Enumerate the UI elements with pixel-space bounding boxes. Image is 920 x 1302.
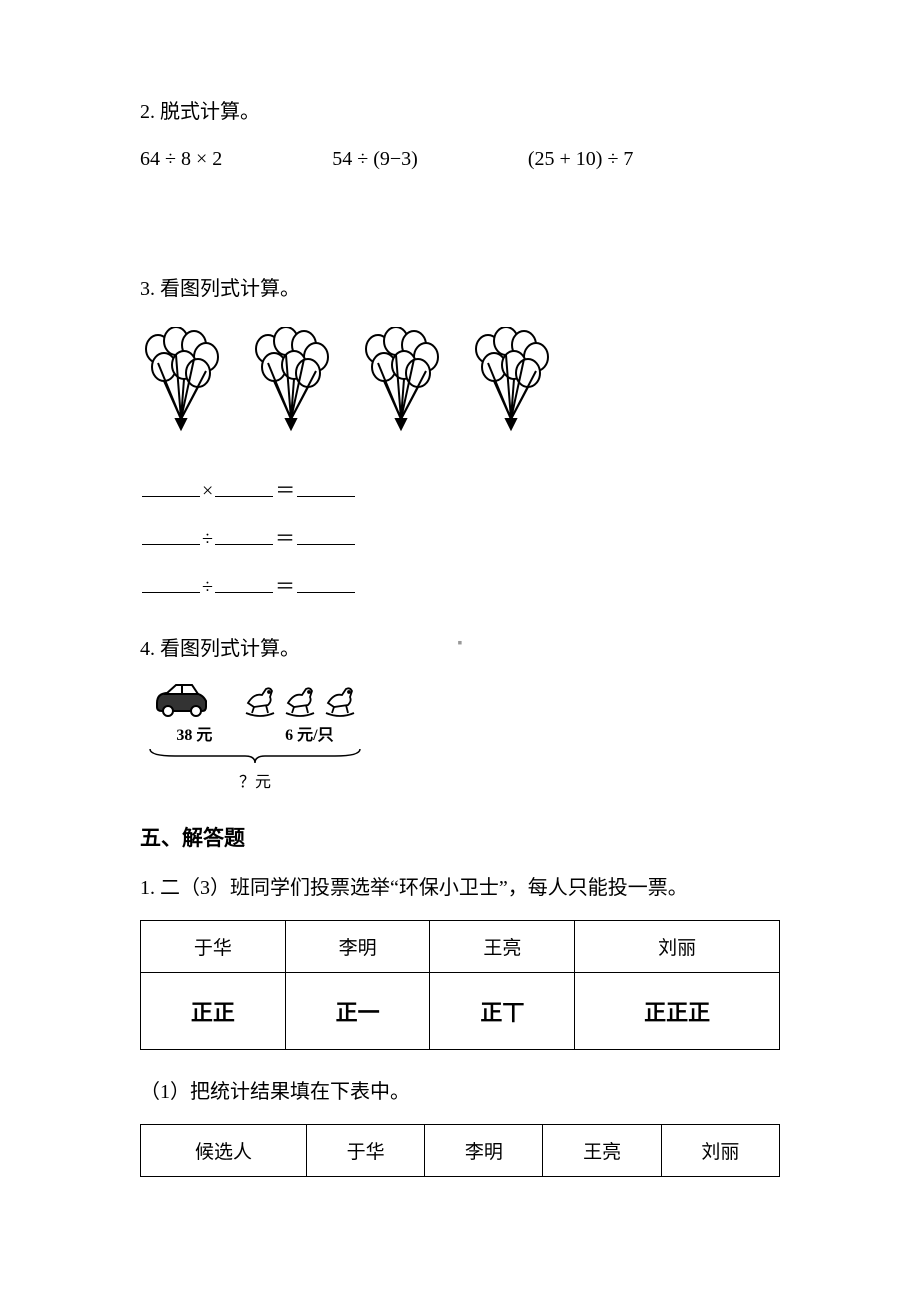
balloon-bunch-icon [140,327,222,437]
balloon-figure [140,327,780,437]
q3-blank-lines: ×＝ ÷＝ ÷＝ [140,467,780,611]
q3-blank-mult: ×＝ [140,467,780,515]
tally-header-cell: 刘丽 [575,921,780,973]
tally-value-cell: 正丅 [430,973,575,1050]
section5-title: 五、解答题 [140,822,780,852]
tally-value-cell: 正正 [141,973,286,1050]
q4-figure: 38 元 6 元/只 ？元 [140,681,370,792]
s5-sub1-label: （1）把统计结果填在下表中。 [140,1074,780,1110]
q3-blank-div2: ÷＝ [140,563,780,611]
q2-expressions: 64 ÷ 8 × 2 54 ÷ (9−3) (25 + 10) ÷ 7 [140,148,780,171]
q4-label: 4. 看图列式计算。 [140,638,300,660]
rocking-horse-icon [242,683,278,719]
q4-horse-price: 6 元/只 [285,721,333,745]
q4-question: ？元 [140,768,370,792]
balloon-bunch-icon [360,327,442,437]
q3-label: 3. 看图列式计算。 [140,271,780,307]
result-col-cell: 刘丽 [661,1125,779,1177]
result-table: 候选人于华李明王亮刘丽 [140,1124,780,1177]
q2-expr1: 64 ÷ 8 × 2 [140,148,222,171]
tally-header-cell: 王亮 [430,921,575,973]
s5-q1-label: 1. 二（3）班同学们投票选举“环保小卫士”，每人只能投一票。 [140,870,780,906]
rocking-horse-icon [282,683,318,719]
brace-icon [145,747,365,765]
rocking-horse-icon [322,683,358,719]
tally-table: 于华李明王亮刘丽 正正正一正丅正正正 [140,920,780,1050]
result-col-cell: 李明 [425,1125,543,1177]
result-col-cell: 王亮 [543,1125,661,1177]
result-col-cell: 于华 [307,1125,425,1177]
car-icon [152,681,212,719]
q2-label: 2. 脱式计算。 [140,94,780,130]
balloon-bunch-icon [250,327,332,437]
q2-expr2: 54 ÷ (9−3) [332,148,418,171]
q3-blank-div1: ÷＝ [140,515,780,563]
result-rowlabel-cell: 候选人 [141,1125,307,1177]
balloon-bunch-icon [470,327,552,437]
tally-header-cell: 于华 [141,921,286,973]
center-marker: ▪ [458,631,463,656]
tally-header-cell: 李明 [285,921,430,973]
tally-value-cell: 正一 [285,973,430,1050]
q2-expr3: (25 + 10) ÷ 7 [528,148,634,171]
q4-car-price: 38 元 [176,721,212,745]
tally-value-cell: 正正正 [575,973,780,1050]
